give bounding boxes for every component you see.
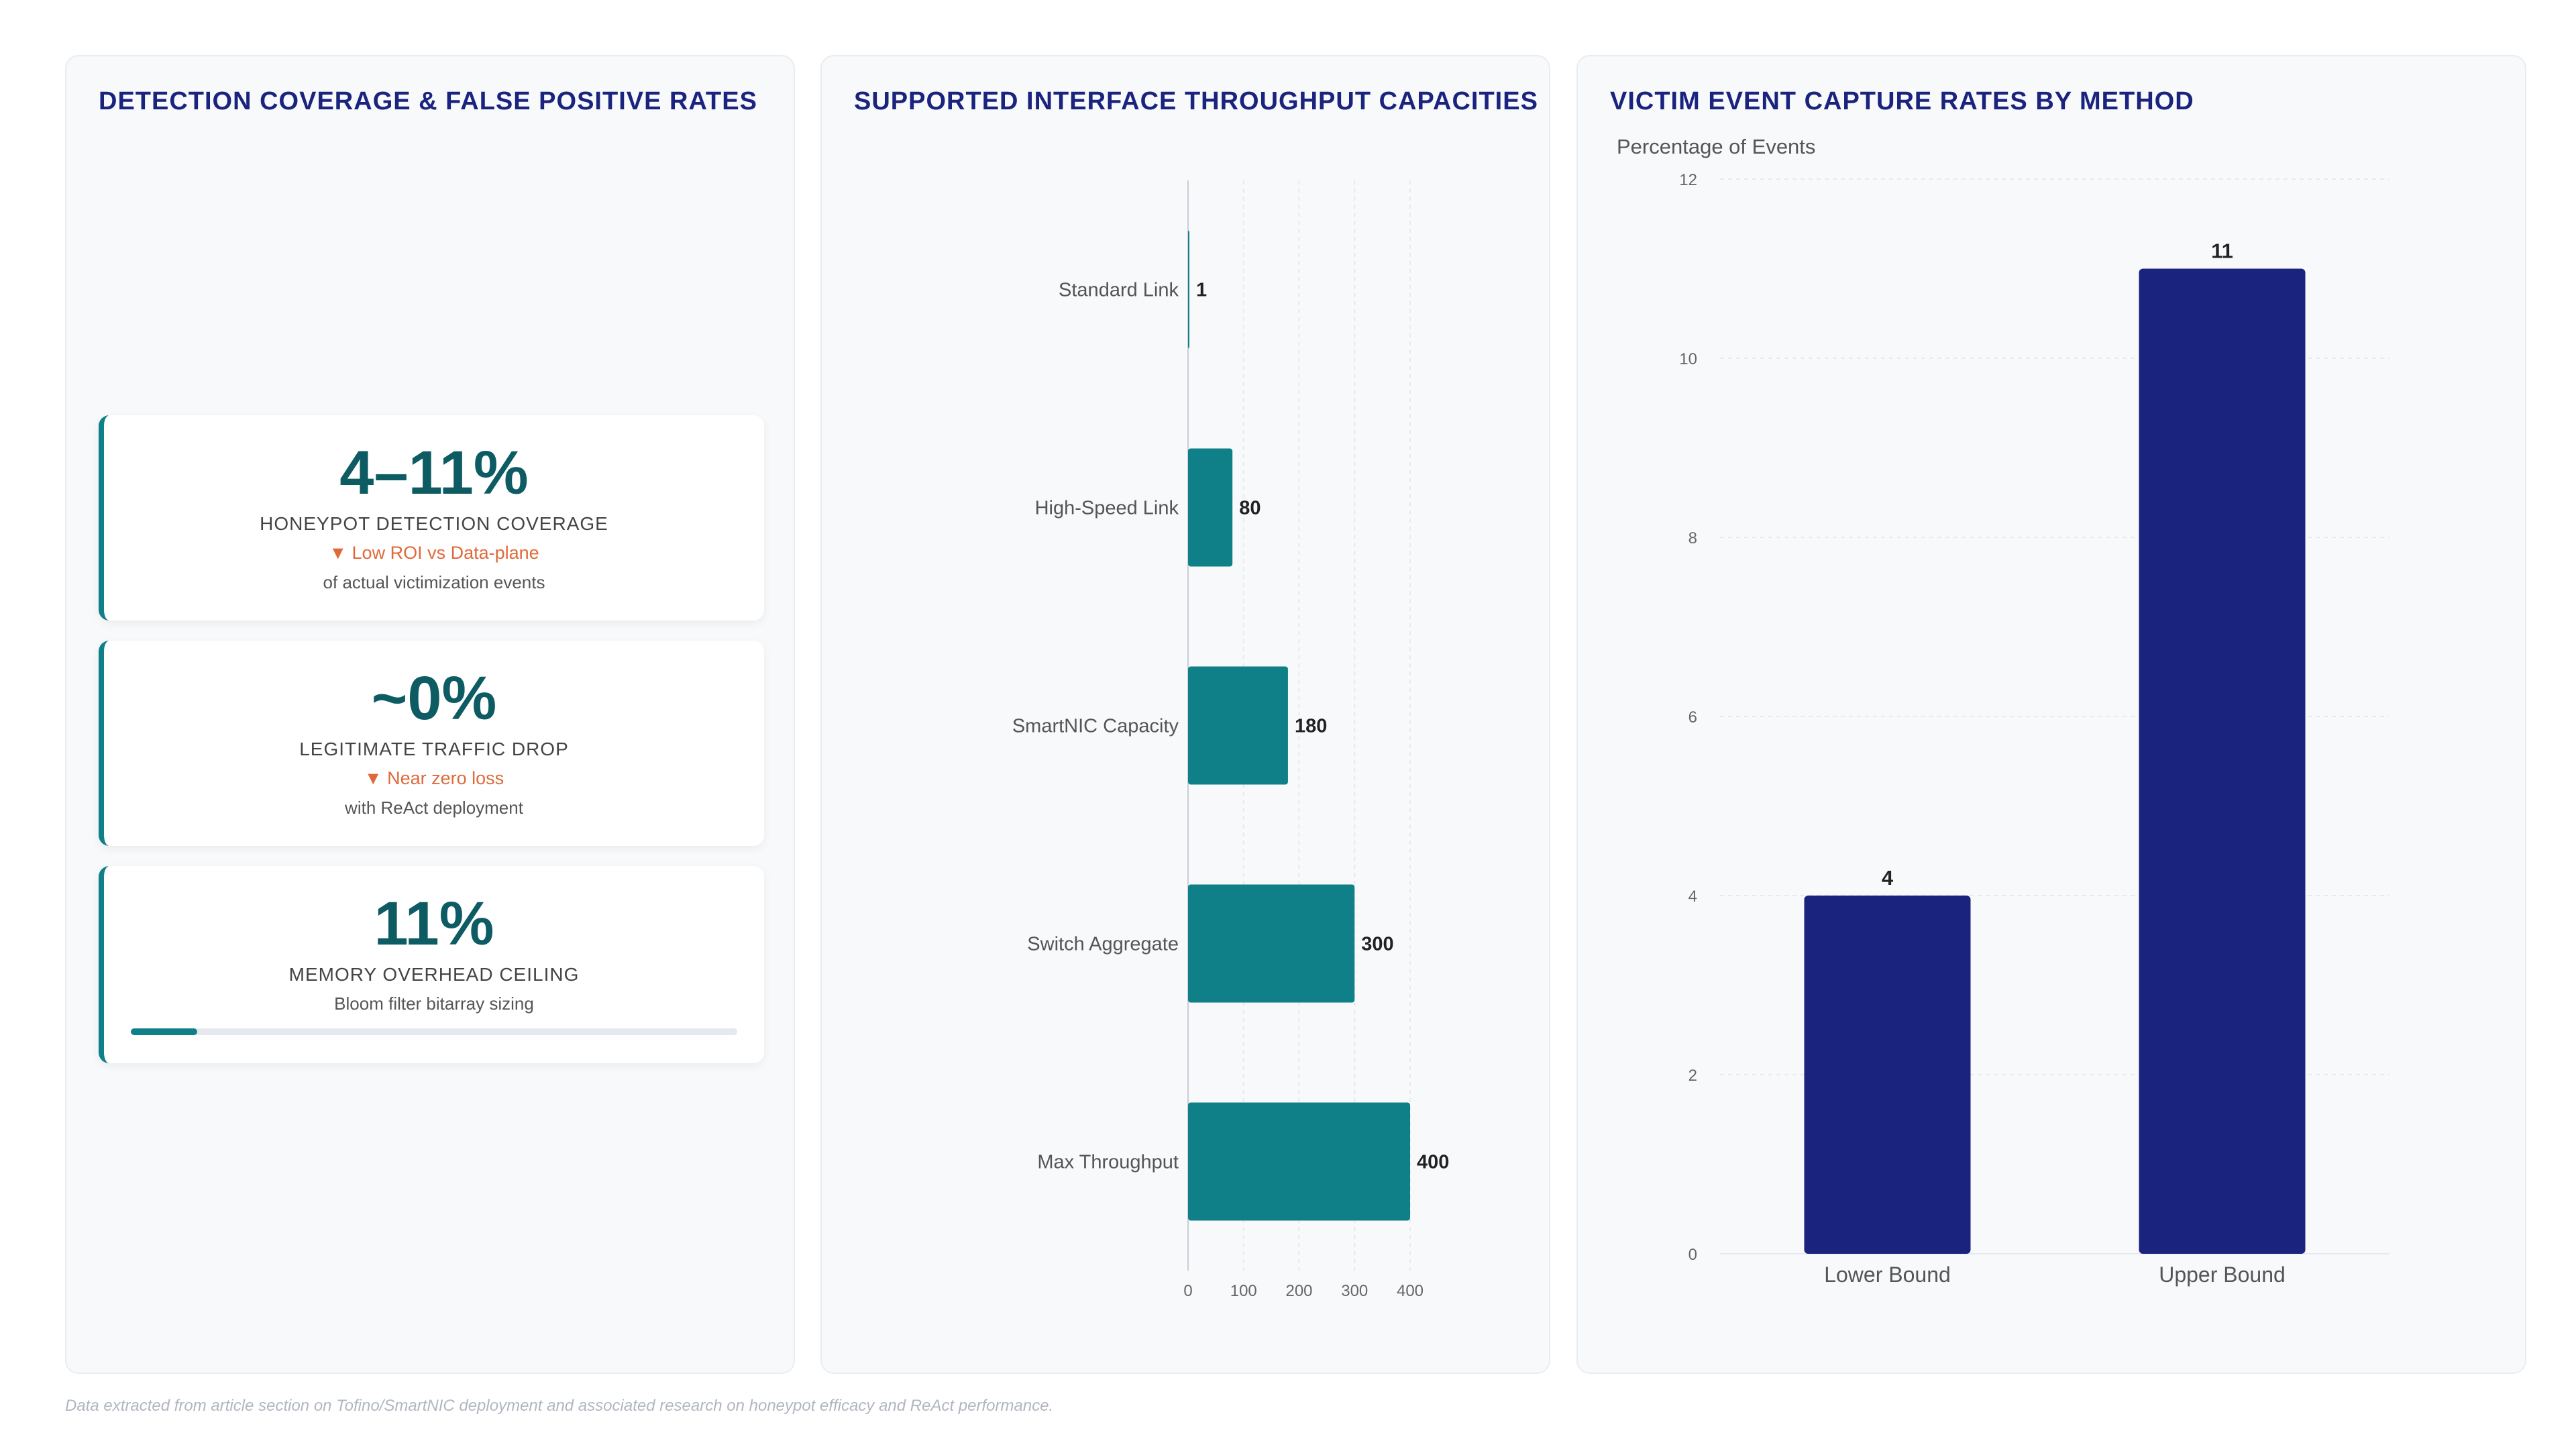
- y-tick-label: 12: [1679, 171, 1697, 189]
- x-tick-label: 400: [1397, 1282, 1424, 1300]
- y-tick-label: 6: [1688, 708, 1697, 727]
- kpi-panel-title: DETECTION COVERAGE & FALSE POSITIVE RATE…: [99, 87, 757, 115]
- bar-switch-aggregate: [1188, 884, 1355, 1003]
- y-tick-label: 2: [1688, 1067, 1697, 1085]
- kpi-trend: ▼ Low ROI vs Data-plane: [329, 543, 539, 563]
- capture-panel-title: VICTIM EVENT CAPTURE RATES BY METHOD: [1610, 87, 2194, 115]
- kpi-subtext: of actual victimization events: [323, 572, 545, 592]
- y-category-label: Switch Aggregate: [1027, 934, 1179, 955]
- x-tick-label: 0: [1183, 1282, 1192, 1300]
- kpi-label: LEGITIMATE TRAFFIC DROP: [299, 739, 569, 759]
- bar-high-speed-link: [1188, 448, 1233, 567]
- x-category-label: Lower Bound: [1824, 1263, 1951, 1287]
- kpi-card-traffic-drop: ~0% LEGITIMATE TRAFFIC DROP ▼ Near zero …: [99, 641, 764, 846]
- capture-panel: VICTIM EVENT CAPTURE RATES BY METHOD Per…: [1576, 55, 2526, 1374]
- kpi-label: HONEYPOT DETECTION COVERAGE: [260, 513, 608, 534]
- kpi-subtext: Bloom filter bitarray sizing: [334, 994, 534, 1014]
- bar-value-label: 4: [1882, 866, 1894, 890]
- throughput-bar-chart: 0 100 200 300 400 Standard Link 1 High-Speed Li…: [1012, 180, 1449, 1300]
- capture-bar-chart: Percentage of Events 0 2 4 6 8 10 12 4 Lower Boun…: [1617, 135, 2390, 1287]
- bar-value-label: 180: [1295, 716, 1327, 737]
- bar-value-label: 1: [1196, 280, 1207, 301]
- y-axis-title: Percentage of Events: [1617, 135, 1815, 158]
- x-tick-label: 200: [1285, 1282, 1312, 1300]
- y-tick-label: 10: [1679, 350, 1697, 368]
- kpi-card-honeypot-coverage: 4–11% HONEYPOT DETECTION COVERAGE ▼ Low …: [99, 415, 764, 621]
- bar-value-label: 80: [1239, 498, 1260, 519]
- y-category-label: SmartNIC Capacity: [1012, 716, 1179, 737]
- bar-value-label: 400: [1417, 1152, 1449, 1173]
- x-category-label: Upper Bound: [2159, 1263, 2286, 1287]
- kpi-value: ~0%: [371, 664, 497, 733]
- kpi-value: 11%: [374, 890, 494, 958]
- y-category-label: High-Speed Link: [1035, 498, 1179, 519]
- bar-standard-link: [1188, 230, 1189, 349]
- kpi-card-memory-overhead: 11% MEMORY OVERHEAD CEILING Bloom filter…: [99, 866, 764, 1063]
- bar-max-throughput: [1188, 1102, 1410, 1221]
- kpi-value: 4–11%: [339, 439, 529, 507]
- y-category-label: Standard Link: [1059, 280, 1179, 301]
- memory-progress-bar: [131, 1028, 737, 1035]
- bar-smartnic-capacity: [1188, 666, 1288, 785]
- bar-lower-bound: [1804, 896, 1971, 1254]
- bar-value-label: 300: [1361, 934, 1393, 955]
- x-tick-label: 300: [1341, 1282, 1368, 1300]
- y-tick-label: 4: [1688, 888, 1697, 906]
- kpi-panel: DETECTION COVERAGE & FALSE POSITIVE RATE…: [65, 55, 795, 1374]
- footnote: Data extracted from article section on T…: [65, 1397, 1054, 1415]
- kpi-subtext: with ReAct deployment: [345, 798, 523, 818]
- bar-value-label: 11: [2211, 239, 2233, 263]
- bar-upper-bound: [2139, 268, 2306, 1254]
- kpi-trend: ▼ Near zero loss: [364, 768, 504, 788]
- kpi-label: MEMORY OVERHEAD CEILING: [288, 964, 580, 985]
- throughput-panel-title: SUPPORTED INTERFACE THROUGHPUT CAPACITIE…: [854, 87, 1538, 115]
- memory-progress-fill: [131, 1028, 198, 1035]
- throughput-panel: SUPPORTED INTERFACE THROUGHPUT CAPACITIE…: [820, 55, 1550, 1374]
- y-tick-label: 8: [1688, 529, 1697, 547]
- y-category-label: Max Throughput: [1037, 1152, 1179, 1173]
- y-tick-label: 0: [1688, 1246, 1697, 1264]
- x-tick-label: 100: [1230, 1282, 1257, 1300]
